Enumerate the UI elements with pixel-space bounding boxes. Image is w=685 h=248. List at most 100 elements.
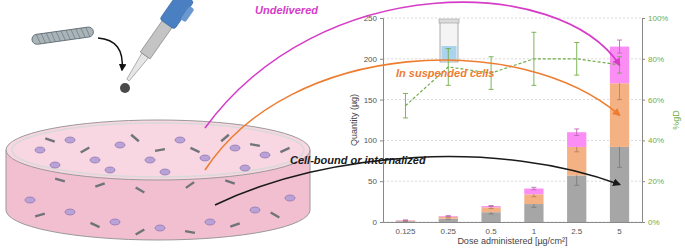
tick-mark <box>642 140 645 141</box>
bar-segment <box>481 212 500 222</box>
cell <box>260 152 270 158</box>
pipette <box>121 0 208 88</box>
error-cap <box>446 85 451 86</box>
bar-segment <box>396 221 415 222</box>
nanotube <box>225 179 235 185</box>
tick-label: 80% <box>648 55 664 64</box>
error-cap <box>403 220 408 221</box>
error-cap <box>403 220 408 221</box>
nanotube <box>185 230 195 234</box>
axis-line <box>380 19 384 223</box>
error-bar <box>617 40 622 53</box>
cell <box>90 157 100 163</box>
tick: 200 <box>364 55 383 64</box>
cell <box>25 197 35 203</box>
tick-mark <box>642 18 645 19</box>
nanotube <box>35 213 45 218</box>
nanotube <box>270 211 280 218</box>
error-cap <box>403 93 408 94</box>
tick-mark <box>380 100 383 101</box>
y2-axis: 0% 20% 40% 60% 80% 100% <box>642 14 668 227</box>
cell <box>250 207 260 213</box>
error-cap <box>531 189 536 190</box>
tick-label: 5 <box>617 227 622 236</box>
tick-label: 150 <box>364 96 378 105</box>
tick-mark <box>380 222 383 223</box>
nanotube-mesh <box>46 33 50 43</box>
nanotube <box>80 146 90 153</box>
x-axis: 0.125 0.25 0.5 1 2.5 5 <box>384 223 643 236</box>
nanotube-body <box>31 26 94 45</box>
tick-label: 0.25 <box>440 227 456 236</box>
cell <box>65 137 75 143</box>
axis-line <box>384 222 643 223</box>
error-cap <box>617 40 622 41</box>
error-cap <box>403 220 408 221</box>
error-cap <box>531 85 536 86</box>
error-bar <box>531 32 536 85</box>
nanotube-mesh <box>71 29 75 39</box>
tick: 0.125 <box>395 227 416 236</box>
cell <box>65 209 75 215</box>
tick-label: 40% <box>648 136 664 145</box>
error-cap <box>489 206 494 207</box>
nanotube-mesh <box>51 32 55 42</box>
nanotube <box>155 148 165 152</box>
tick-label: 0.5 <box>486 227 498 236</box>
tick: 60% <box>642 96 664 105</box>
cell <box>160 169 170 175</box>
error-cap <box>489 206 494 207</box>
error-cap <box>446 48 451 49</box>
tick: 0.25 <box>440 227 456 236</box>
error-bar <box>574 42 579 75</box>
nanotube-mesh <box>76 28 80 38</box>
tick-label: 50 <box>368 177 377 186</box>
tick: 0% <box>642 218 660 227</box>
error-cap <box>531 32 536 33</box>
error-cap <box>489 56 494 57</box>
error-bar <box>403 220 408 221</box>
error-cap <box>403 221 408 222</box>
nanotube-mesh <box>86 27 90 37</box>
error-cap <box>617 99 622 100</box>
error-bar <box>617 57 622 73</box>
bar-segment <box>439 216 458 218</box>
nanotube <box>90 222 100 228</box>
tick-label: 20% <box>648 177 664 186</box>
error-stem <box>576 129 577 136</box>
cell <box>105 167 115 173</box>
nanotube-mesh <box>41 33 45 43</box>
cell <box>35 147 45 153</box>
grid-line <box>383 99 642 100</box>
nanotube-mesh <box>61 30 65 40</box>
error-bar <box>531 187 536 189</box>
y2-axis-title: %gD <box>671 110 681 130</box>
tick: 100% <box>642 14 668 23</box>
error-cap <box>489 213 494 214</box>
tick-label: 0 <box>373 218 378 227</box>
error-cap <box>403 117 408 118</box>
tick-label: 2.5 <box>571 227 583 236</box>
error-stem <box>405 93 406 117</box>
tick: 0.5 <box>486 227 498 236</box>
tick-mark <box>380 140 383 141</box>
tick: 2.5 <box>571 227 583 236</box>
y-axis: 050100150200250 <box>364 14 384 227</box>
error-cap <box>403 220 408 221</box>
pipette-grip <box>160 0 194 29</box>
error-bar <box>446 215 451 216</box>
error-cap <box>531 207 536 208</box>
tick: 1 <box>532 227 537 236</box>
nanotube-mesh <box>56 31 60 41</box>
error-cap <box>489 205 494 206</box>
error-cap <box>574 135 579 136</box>
error-cap <box>574 151 579 152</box>
error-cap <box>617 167 622 168</box>
error-bar <box>489 205 494 207</box>
tick-mark <box>642 181 645 182</box>
axis-line <box>643 19 646 223</box>
nanotube <box>45 137 55 143</box>
annotation-label: Undelivered <box>255 4 318 16</box>
tick-label: 100 <box>364 136 378 145</box>
bar-segment <box>481 206 500 207</box>
